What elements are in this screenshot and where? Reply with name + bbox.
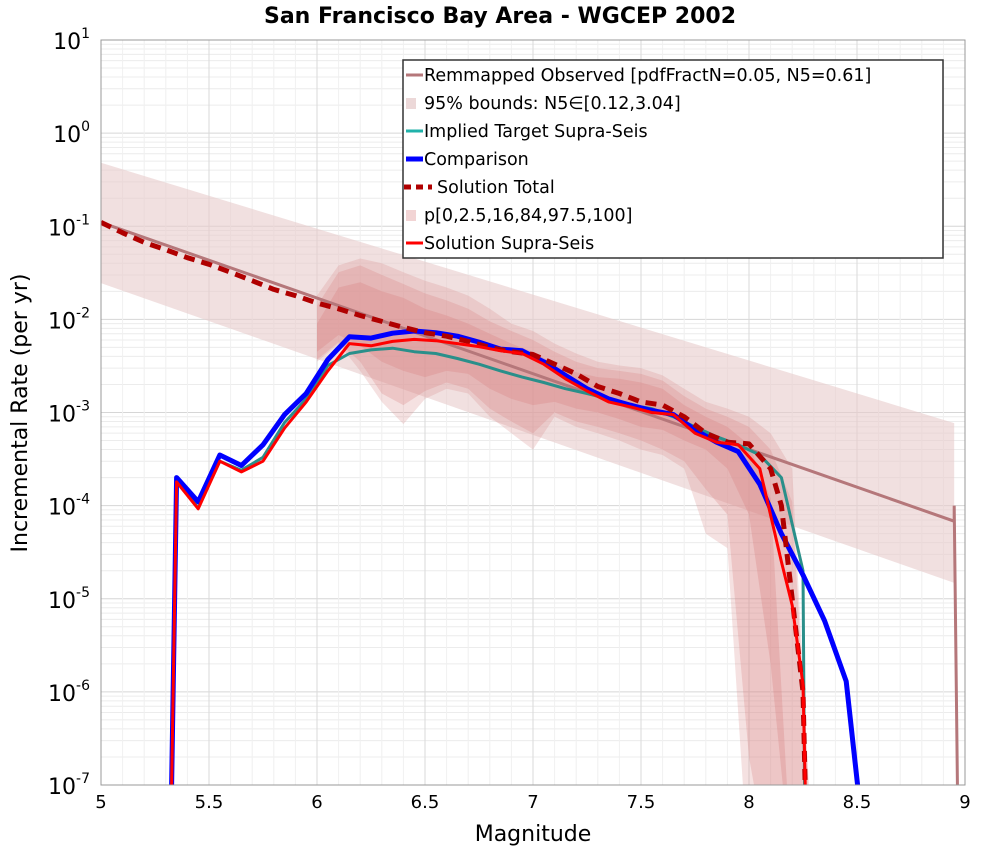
x-axis-ticks: 5 5.5 6 6.5 7 7.5 8 8.5 9 <box>95 792 970 813</box>
legend-item: 95% bounds: N5∈[0.12,3.04] <box>406 94 681 114</box>
legend-swatch <box>406 98 416 109</box>
x-tick-label: 6 <box>311 792 322 813</box>
x-tick-label: 7.5 <box>627 792 656 813</box>
y-tick-label: 10-3 <box>48 399 90 428</box>
legend-label: p[0,2.5,16,84,97.5,100] <box>424 206 632 226</box>
legend-label: Comparison <box>424 150 529 170</box>
y-axis-ticks: 101 100 10-1 10-2 10-3 10-4 10-5 10-6 10-7 <box>48 26 90 800</box>
series-comparison <box>169 328 861 785</box>
plot-border <box>100 39 966 786</box>
legend-item: Remmapped Observed [pdfFractN=0.05, N5=0… <box>406 66 871 86</box>
y-tick-label: 10-2 <box>48 305 90 334</box>
legend-label: Solution Total <box>437 178 555 198</box>
x-tick-label: 8.5 <box>843 792 872 813</box>
series-lines <box>101 220 959 785</box>
y-tick-label: 10-1 <box>48 212 90 241</box>
legend-label: 95% bounds: N5∈[0.12,3.04] <box>424 94 681 114</box>
legend-box <box>402 59 944 259</box>
x-tick-label: 6.5 <box>411 792 440 813</box>
x-tick-label: 5 <box>95 792 106 813</box>
series-remapped-observed <box>101 220 959 785</box>
percentile-band-0-100 <box>317 258 809 785</box>
legend-swatch <box>406 210 416 221</box>
x-tick-label: 9 <box>959 792 970 813</box>
legend-label: Implied Target Supra-Seis <box>424 122 648 142</box>
legend: Remmapped Observed [pdfFractN=0.05, N5=0… <box>402 59 944 259</box>
y-tick-label: 10-6 <box>48 678 90 707</box>
y-tick-label: 10-5 <box>48 585 90 614</box>
legend-label: Solution Supra-Seis <box>424 234 594 254</box>
legend-item: Solution Supra-Seis <box>406 234 594 254</box>
x-tick-label: 5.5 <box>195 792 224 813</box>
y-tick-label: 101 <box>53 26 90 55</box>
y-axis-title: Incremental Rate (per yr) <box>8 274 33 553</box>
chart-title: San Francisco Bay Area - WGCEP 2002 <box>264 4 736 29</box>
y-tick-label: 10-7 <box>48 771 90 800</box>
y-tick-label: 10-4 <box>48 492 90 521</box>
legend-item: Implied Target Supra-Seis <box>406 122 648 142</box>
legend-item: p[0,2.5,16,84,97.5,100] <box>406 206 632 226</box>
legend-item: Comparison <box>406 150 529 170</box>
legend-item: Solution Total <box>404 178 555 198</box>
x-axis-title: Magnitude <box>475 822 592 847</box>
series-solution-supra-seis <box>170 337 807 785</box>
legend-label: Remmapped Observed [pdfFractN=0.05, N5=0… <box>424 66 871 86</box>
x-tick-label: 7 <box>527 792 538 813</box>
x-tick-label: 8 <box>743 792 754 813</box>
y-tick-label: 100 <box>53 119 90 148</box>
